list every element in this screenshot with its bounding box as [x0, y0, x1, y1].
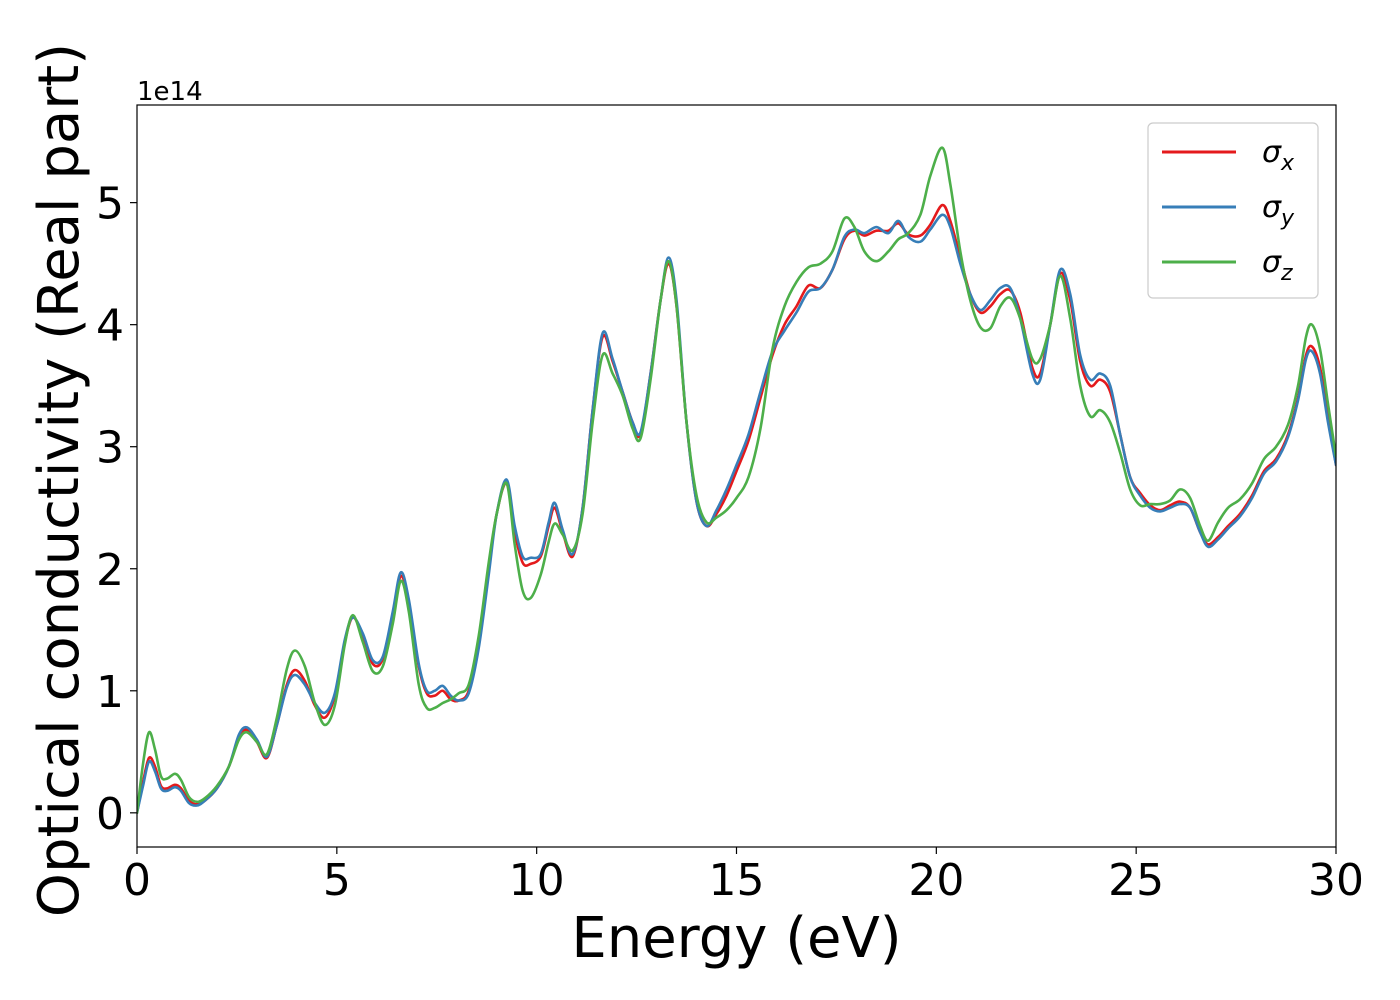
y-tick-label: 1 — [96, 667, 124, 718]
x-axis-ticks: 0 5 10 15 20 25 30 — [123, 847, 1364, 906]
legend-label-symbol: σ — [1262, 190, 1282, 225]
legend-label-z: σz — [1262, 245, 1293, 286]
x-axis-label: Energy (eV) — [571, 906, 901, 971]
y-tick-label: 0 — [96, 789, 124, 840]
x-tick-label: 0 — [123, 855, 151, 906]
series-line-z — [137, 146, 1336, 815]
x-tick-label: 30 — [1308, 855, 1364, 906]
legend-label-subscript: x — [1280, 151, 1295, 176]
legend-label-symbol: σ — [1262, 135, 1282, 170]
legend-label-symbol: σ — [1262, 245, 1282, 280]
x-tick-label: 15 — [709, 855, 765, 906]
y-tick-label: 3 — [96, 423, 124, 474]
legend-label-subscript: y — [1280, 206, 1295, 231]
legend-label-x: σx — [1262, 135, 1295, 176]
x-tick-label: 10 — [509, 855, 565, 906]
y-axis-label: Optical conductivity (Real part) — [27, 43, 92, 917]
y-axis-ticks: 0 1 2 3 4 5 — [96, 179, 137, 840]
x-tick-label: 20 — [908, 855, 964, 906]
legend-label-y: σy — [1262, 190, 1295, 231]
x-tick-label: 25 — [1108, 855, 1164, 906]
legend-box — [1147, 122, 1319, 299]
y-tick-label: 5 — [96, 179, 124, 230]
y-tick-label: 4 — [96, 301, 124, 352]
y-tick-label: 2 — [96, 545, 124, 596]
y-axis-scale-offset: 1e14 — [137, 77, 203, 107]
x-tick-label: 5 — [323, 855, 351, 906]
series-layer — [137, 146, 1336, 815]
legend-label-subscript: z — [1280, 261, 1293, 286]
